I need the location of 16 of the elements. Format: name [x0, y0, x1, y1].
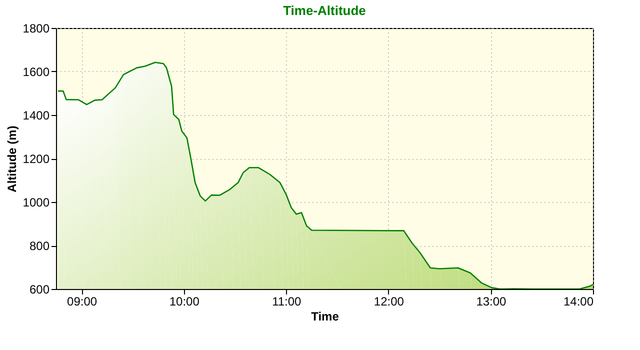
- x-tick-label: 11:00: [272, 294, 302, 308]
- y-tick-label: 1800: [22, 22, 50, 36]
- y-tick-label: 1600: [22, 65, 50, 79]
- y-tick-label: 1000: [22, 196, 50, 210]
- x-tick-label: 14:00: [563, 294, 594, 308]
- y-tick-label: 800: [29, 239, 50, 253]
- x-tick-label: 10:00: [169, 294, 200, 308]
- x-tick-label: 13:00: [476, 294, 507, 308]
- y-axis-title: Altitude (m): [4, 126, 19, 192]
- y-tick-label: 1400: [22, 108, 50, 122]
- chart-title: Time-Altitude: [283, 3, 366, 18]
- x-tick-label: 12:00: [374, 294, 404, 308]
- y-tick-label: 600: [29, 282, 50, 296]
- x-axis-title: Time: [311, 310, 340, 324]
- x-tick-label: 09:00: [67, 294, 98, 308]
- y-tick-label: 1200: [22, 152, 50, 166]
